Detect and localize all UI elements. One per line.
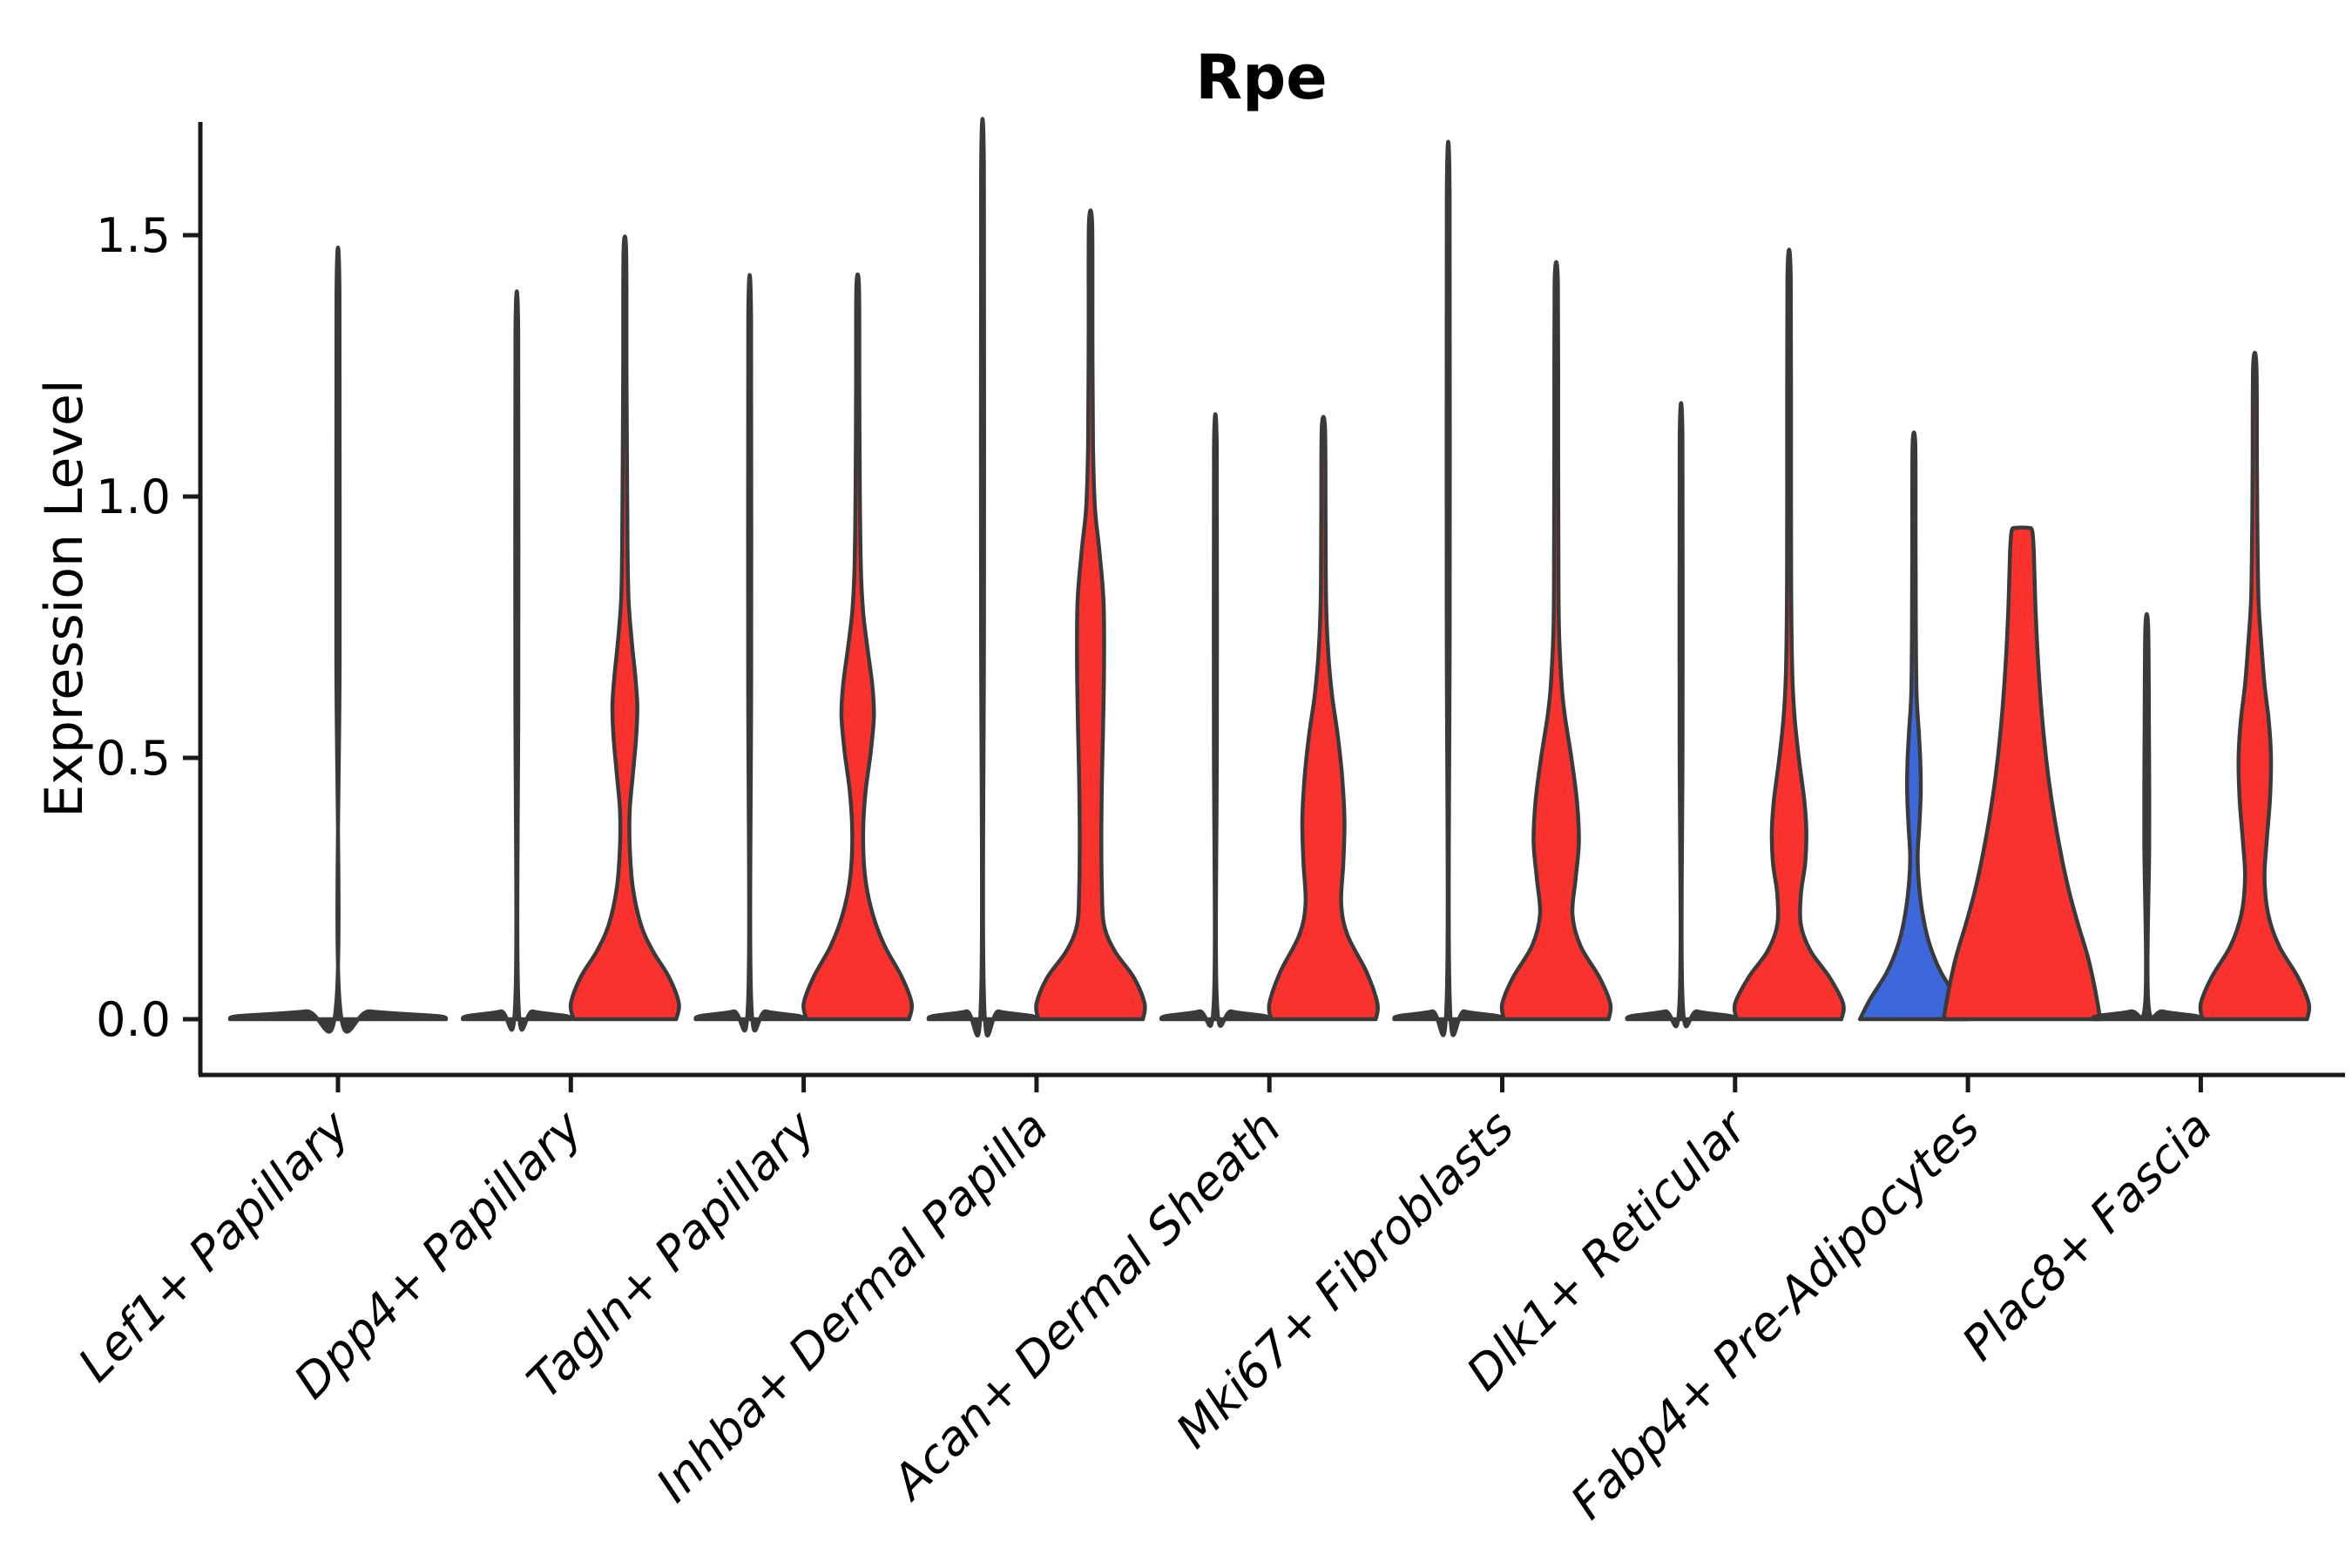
x-tick-label: Acan+ Dermal Sheath xyxy=(880,1100,1291,1511)
violin-red xyxy=(2198,350,2312,1022)
x-tick-label: Plac8+ Fascia xyxy=(1951,1100,2222,1371)
violin-line xyxy=(2091,612,2203,1022)
violin-blue xyxy=(1857,430,1970,1022)
violin-red xyxy=(1732,247,1846,1022)
x-tick-label: Fabp4+ Pre-Adipocytes xyxy=(1560,1100,1990,1530)
violin-red xyxy=(1941,525,2103,1022)
violin-line xyxy=(1159,412,1272,1028)
violin-line xyxy=(227,246,449,1034)
y-tick-label: 1.0 xyxy=(96,470,171,524)
violin-line xyxy=(926,117,1039,1037)
violin-line xyxy=(693,273,806,1033)
y-tick-label: 0.5 xyxy=(96,731,171,786)
violin-red xyxy=(1499,260,1613,1022)
x-tick-label: Inhba+ Dermal Papilla xyxy=(645,1100,1058,1513)
y-tick-label: 1.5 xyxy=(96,208,171,263)
chart-title: Rpe xyxy=(1195,42,1328,113)
violin-red xyxy=(1034,208,1147,1022)
violin-line xyxy=(1392,139,1504,1037)
violin-line xyxy=(1625,401,1738,1029)
violin-line xyxy=(461,289,573,1032)
violin-red xyxy=(1267,415,1380,1022)
y-tick-label: 0.0 xyxy=(96,992,171,1047)
violin-red xyxy=(568,234,681,1022)
violin-red xyxy=(801,272,915,1022)
